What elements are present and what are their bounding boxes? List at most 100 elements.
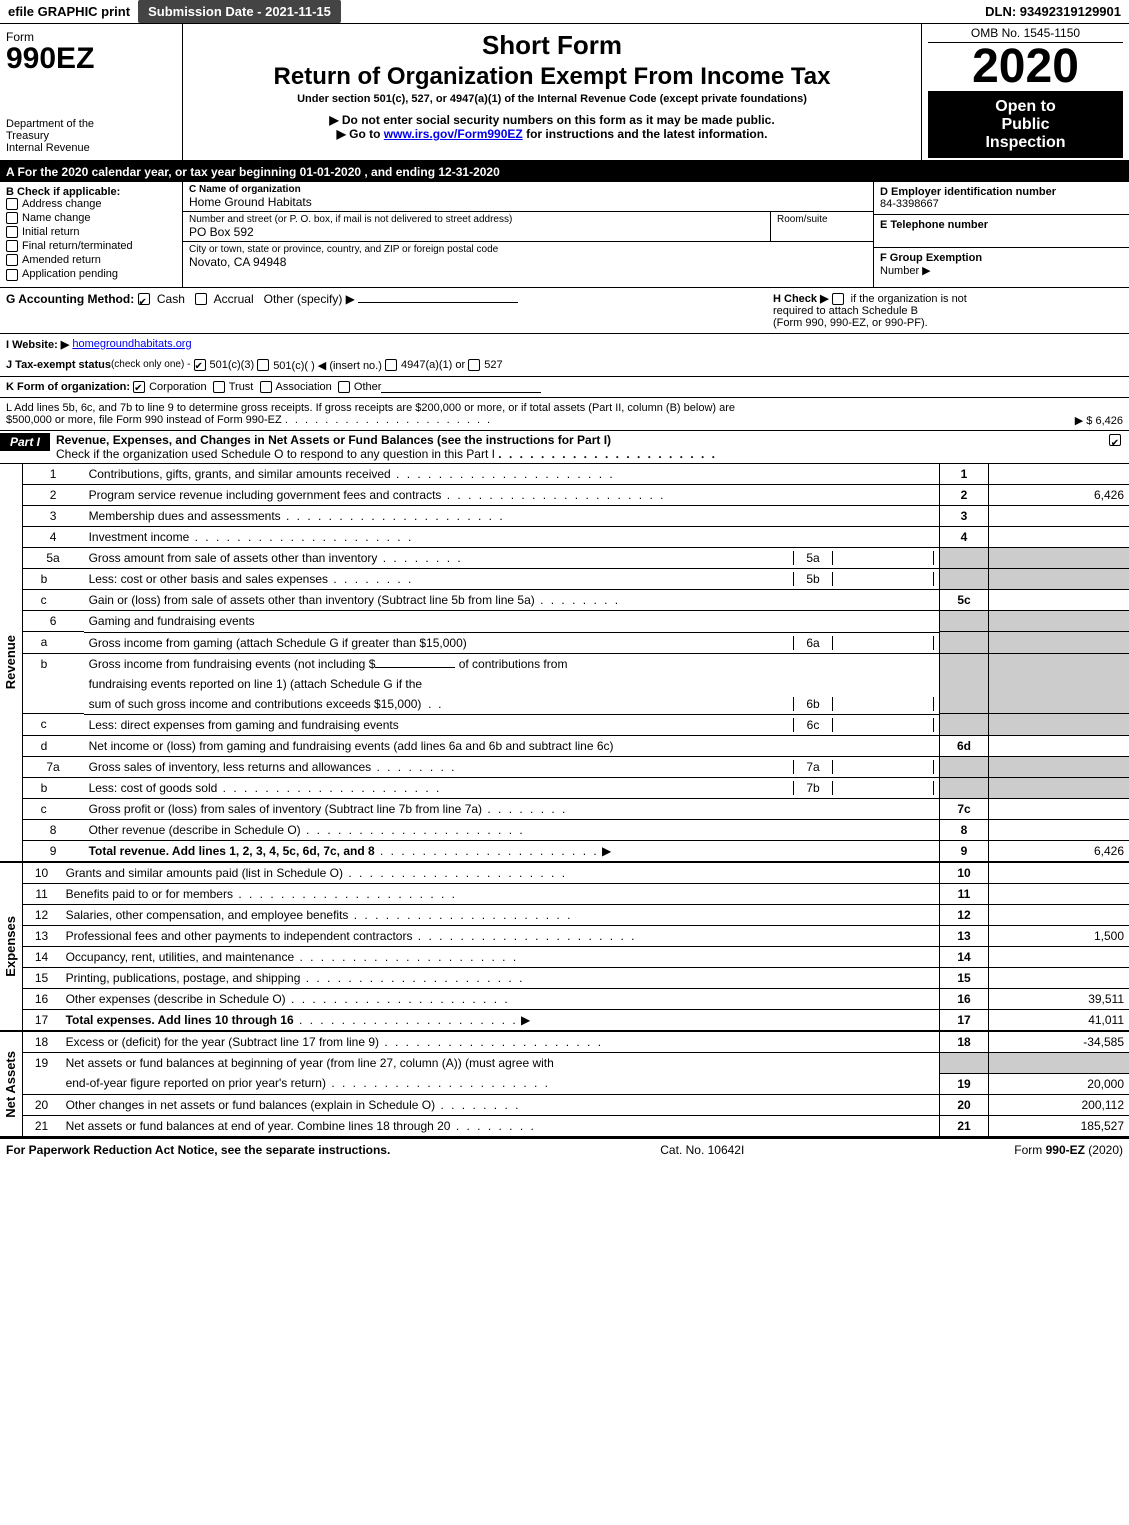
desc-5c: Gain or (loss) from sale of assets other… [89, 593, 535, 607]
short-form-title: Short Form [189, 30, 915, 61]
num-15: 15 [23, 968, 61, 989]
chk-trust[interactable] [213, 381, 225, 393]
sublbl-6a: 6a [793, 636, 833, 650]
chk-corporation[interactable] [133, 381, 145, 393]
f-group-label: F Group Exemption [880, 252, 982, 264]
box-b: B Check if applicable: Address change Na… [0, 182, 183, 287]
val-19: 20,000 [989, 1073, 1129, 1094]
chk-final-return[interactable] [6, 240, 18, 252]
warning-ssn-text: ▶ Do not enter social security numbers o… [189, 113, 915, 127]
chk-schedule-o[interactable] [1109, 434, 1121, 446]
desc-8: Other revenue (describe in Schedule O) [89, 823, 301, 837]
chk-4947[interactable] [385, 359, 397, 371]
lbl-21: 21 [940, 1115, 989, 1136]
chk-amended-return[interactable] [6, 254, 18, 266]
lbl-4: 4 [940, 526, 989, 547]
expenses-side-label: Expenses [0, 863, 23, 1030]
h-label: H Check ▶ [773, 293, 829, 305]
desc-11: Benefits paid to or for members [66, 887, 233, 901]
val-12 [989, 905, 1129, 926]
open-to-public-box: Open to Public Inspection [928, 92, 1123, 158]
num-20: 20 [23, 1094, 61, 1115]
subval-6c [833, 718, 934, 732]
desc-16: Other expenses (describe in Schedule O) [66, 992, 286, 1006]
val-21: 185,527 [989, 1115, 1129, 1136]
desc-20: Other changes in net assets or fund bala… [66, 1098, 436, 1112]
chk-address-change[interactable] [6, 198, 18, 210]
e-phone-label: E Telephone number [880, 219, 1123, 231]
sublbl-5a: 5a [793, 551, 833, 565]
desc-7b: Less: cost of goods sold [89, 781, 218, 795]
line-a-bar: A For the 2020 calendar year, or tax yea… [0, 162, 1129, 182]
header-left: Form 990EZ Department of the Treasury In… [0, 24, 183, 160]
l-text1: L Add lines 5b, 6c, and 7b to line 9 to … [6, 402, 735, 414]
dln-label: DLN: 93492319129901 [977, 0, 1129, 23]
desc-10: Grants and similar amounts paid (list in… [66, 866, 343, 880]
desc-19-2: end-of-year figure reported on prior yea… [66, 1076, 326, 1090]
i-label: I Website: ▶ [6, 338, 69, 351]
c-addr-label: Number and street (or P. O. box, if mail… [189, 214, 764, 225]
desc-5b: Less: cost or other basis and sales expe… [89, 572, 328, 586]
efile-print-label[interactable]: efile GRAPHIC print [0, 0, 138, 23]
num-7a: 7a [23, 756, 84, 777]
irs-link[interactable]: www.irs.gov/Form990EZ [384, 127, 523, 141]
h-text1: if the organization is not [851, 293, 967, 305]
net-assets-section: Net Assets 18Excess or (deficit) for the… [0, 1032, 1129, 1138]
g-accounting: G Accounting Method: Cash Accrual Other … [6, 292, 518, 329]
lbl-4947: 4947(a)(1) or [401, 359, 465, 372]
lbl-501c3: 501(c)(3) [210, 359, 255, 372]
dept-line-1: Department of the [6, 118, 176, 130]
chk-h-notrequired[interactable] [832, 293, 844, 305]
f-group-number-label: Number ▶ [880, 265, 931, 277]
val-6d [989, 735, 1129, 756]
lbl-15: 15 [940, 968, 989, 989]
chk-other-org[interactable] [338, 381, 350, 393]
room-suite-label: Room/suite [777, 214, 867, 225]
form-number: 990EZ [6, 44, 176, 74]
goto-text: ▶ Go to www.irs.gov/Form990EZ for instru… [189, 127, 915, 141]
desc-12: Salaries, other compensation, and employ… [66, 908, 349, 922]
num-16: 16 [23, 989, 61, 1010]
num-19: 19 [23, 1053, 61, 1095]
open-line-2: Public [932, 116, 1119, 134]
num-3: 3 [23, 505, 84, 526]
dept-line-2: Treasury [6, 130, 176, 142]
desc-6b-2: fundraising events reported on line 1) (… [84, 674, 940, 694]
chk-527[interactable] [468, 359, 480, 371]
lbl-name-change: Name change [22, 212, 91, 224]
chk-501c[interactable] [257, 359, 269, 371]
chk-accrual[interactable] [195, 293, 207, 305]
goto-pre: ▶ Go to [337, 127, 384, 141]
chk-initial-return[interactable] [6, 226, 18, 238]
lbl-17: 17 [940, 1010, 989, 1031]
row-i: I Website: ▶ homegroundhabitats.org [0, 334, 1129, 355]
lbl-1: 1 [940, 464, 989, 485]
lbl-11: 11 [940, 884, 989, 905]
val-18: -34,585 [989, 1032, 1129, 1053]
lbl-12: 12 [940, 905, 989, 926]
lbl-amended-return: Amended return [22, 254, 101, 266]
num-7c: c [23, 799, 84, 820]
h-text3: (Form 990, 990-EZ, or 990-PF). [773, 317, 928, 329]
lbl-10: 10 [940, 863, 989, 884]
desc-15: Printing, publications, postage, and shi… [66, 971, 301, 985]
chk-501c3[interactable] [194, 359, 206, 371]
chk-association[interactable] [260, 381, 272, 393]
lbl-5c: 5c [940, 590, 989, 611]
footer-right-pre: Form [1014, 1143, 1045, 1157]
chk-cash[interactable] [138, 293, 150, 305]
dept-line-3: Internal Revenue [6, 142, 176, 154]
val-15 [989, 968, 1129, 989]
lbl-other-org: Other [354, 381, 382, 393]
num-5b: b [23, 568, 84, 590]
num-17: 17 [23, 1010, 61, 1031]
top-bar: efile GRAPHIC print Submission Date - 20… [0, 0, 1129, 24]
tax-year: 2020 [928, 43, 1123, 92]
chk-name-change[interactable] [6, 212, 18, 224]
desc-4: Investment income [89, 530, 190, 544]
website-link[interactable]: homegroundhabitats.org [72, 338, 191, 351]
chk-application-pending[interactable] [6, 269, 18, 281]
num-6b: b [23, 653, 84, 714]
header-right: OMB No. 1545-1150 2020 Open to Public In… [922, 24, 1129, 160]
num-13: 13 [23, 926, 61, 947]
